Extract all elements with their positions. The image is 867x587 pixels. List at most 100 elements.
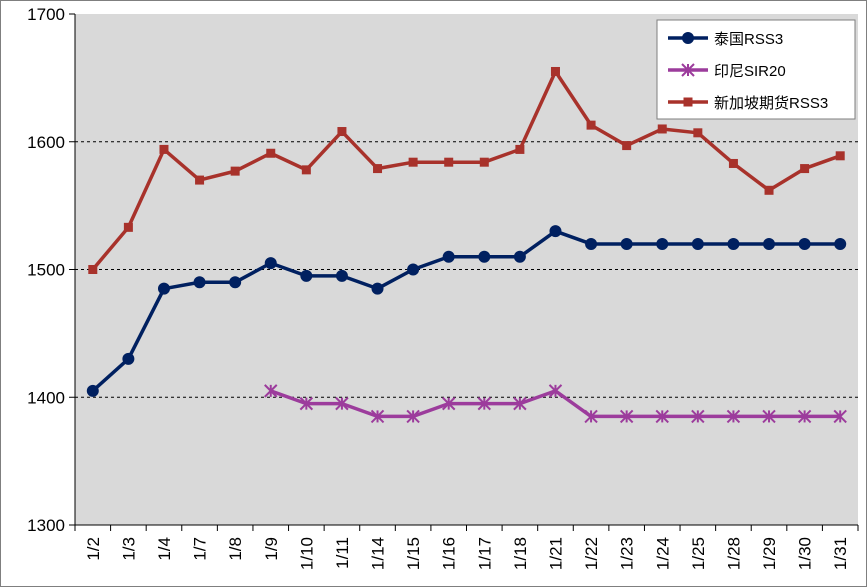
x-tick-label: 1/9 — [262, 537, 281, 561]
data-point — [266, 148, 276, 158]
legend-item: 新加坡期货RSS3 — [668, 95, 828, 112]
data-point — [406, 409, 420, 424]
data-point — [548, 384, 563, 398]
legend-label: 新加坡期货RSS3 — [714, 95, 828, 112]
y-axis-ticks: 1300 1400 1500 1600 1700 — [27, 5, 75, 535]
data-point — [619, 409, 634, 424]
data-point — [477, 396, 492, 411]
y-tick-label: 1600 — [27, 133, 65, 152]
data-point — [691, 409, 705, 424]
x-tick-label: 1/7 — [191, 537, 210, 561]
data-point — [335, 396, 349, 411]
data-point — [264, 384, 278, 398]
x-tick-label: 1/29 — [760, 537, 779, 570]
legend-label: 印尼SIR20 — [714, 63, 786, 80]
data-point — [622, 141, 632, 151]
data-point — [123, 222, 133, 232]
data-point — [727, 237, 740, 250]
data-point — [798, 237, 811, 250]
data-point — [513, 396, 527, 411]
data-point — [122, 352, 135, 365]
data-point — [157, 282, 170, 295]
data-point — [195, 175, 205, 185]
data-point — [693, 128, 703, 138]
data-point — [655, 409, 669, 424]
data-point — [230, 166, 240, 176]
x-tick-label: 1/30 — [796, 537, 815, 570]
data-point — [691, 237, 704, 250]
data-point — [479, 157, 489, 167]
data-point — [373, 164, 383, 174]
legend-item: 印尼SIR20 — [668, 63, 786, 80]
data-point — [586, 120, 596, 130]
x-tick-label: 1/3 — [119, 537, 138, 561]
x-tick-label: 1/2 — [84, 537, 103, 561]
data-point — [657, 124, 667, 134]
legend-items: 泰国RSS3 印尼SIR20 新加坡期货RSS3 — [668, 31, 828, 112]
data-point — [764, 185, 774, 195]
x-tick-label: 1/10 — [297, 537, 316, 570]
data-point — [585, 237, 598, 250]
data-point — [726, 409, 741, 424]
data-point — [762, 409, 776, 424]
x-tick-label: 1/25 — [689, 537, 708, 570]
x-tick-label: 1/22 — [582, 537, 601, 570]
data-point — [335, 269, 348, 282]
series-line — [91, 229, 841, 393]
data-point — [478, 250, 491, 263]
series-layer — [86, 66, 847, 424]
data-point — [301, 165, 311, 175]
series-0 — [86, 225, 847, 397]
data-point — [549, 225, 562, 238]
legend-swatch-marker — [681, 63, 695, 77]
data-point — [88, 265, 98, 274]
data-point — [86, 384, 99, 397]
x-tick-label: 1/28 — [724, 537, 743, 570]
y-tick-label: 1400 — [27, 388, 65, 407]
data-point — [337, 127, 347, 137]
x-tick-label: 1/16 — [440, 537, 459, 570]
data-point — [620, 237, 633, 250]
grid-lines — [75, 141, 858, 398]
data-point — [159, 144, 169, 154]
y-tick-label: 1500 — [27, 261, 65, 280]
series-line — [91, 69, 841, 271]
y-tick-label: 1700 — [27, 5, 65, 24]
x-tick-label: 1/18 — [511, 537, 530, 570]
legend-swatch-marker — [682, 32, 694, 44]
x-tick-label: 1/4 — [155, 537, 174, 561]
data-point — [441, 396, 456, 411]
data-point — [370, 409, 385, 424]
legend-swatch-marker — [683, 97, 693, 107]
x-tick-label: 1/14 — [369, 537, 388, 570]
data-point — [193, 276, 206, 289]
data-point — [834, 237, 847, 250]
x-tick-label: 1/23 — [618, 537, 637, 570]
data-point — [371, 282, 384, 295]
series-1 — [264, 384, 847, 424]
x-tick-label: 1/24 — [653, 537, 672, 570]
data-point — [763, 237, 776, 250]
data-point — [299, 396, 314, 411]
data-point — [797, 409, 812, 424]
legend: 泰国RSS3 印尼SIR20 新加坡期货RSS3 — [656, 19, 856, 120]
x-tick-label: 1/11 — [333, 537, 352, 569]
x-axis-ticks: 1/2 1/3 1/4 1/7 1/8 1/9 1/10 1/11 1/14 1/15 1/16 1/… — [74, 525, 859, 570]
data-point — [229, 276, 242, 289]
data-point — [584, 409, 598, 424]
x-tick-label: 1/17 — [475, 537, 494, 570]
data-point — [408, 157, 418, 167]
x-tick-label: 1/8 — [226, 537, 245, 561]
data-point — [442, 250, 455, 263]
data-point — [656, 237, 669, 250]
data-point — [300, 269, 313, 282]
data-point — [550, 66, 560, 76]
legend-label: 泰国RSS3 — [714, 31, 783, 48]
data-point — [728, 158, 738, 168]
y-tick-label: 1300 — [27, 516, 65, 535]
data-point — [835, 151, 845, 161]
data-point — [833, 409, 847, 424]
data-point — [444, 157, 454, 167]
data-point — [264, 257, 277, 270]
